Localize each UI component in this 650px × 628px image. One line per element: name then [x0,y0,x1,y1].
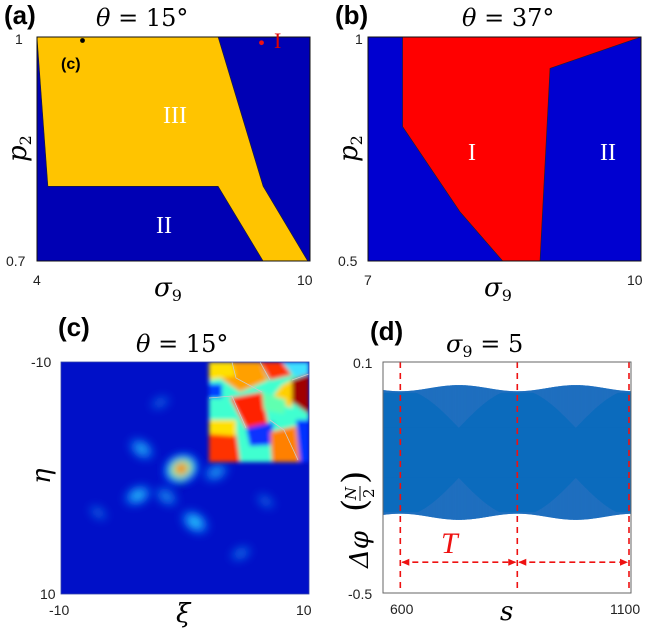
arrowhead [508,558,517,566]
panel-a-ytick-min: 0.7 [6,253,26,269]
panel-b-xlabel: σ9 [484,273,512,305]
arrowhead [518,558,527,566]
heatmap-blob [199,459,233,486]
panel-b-ytick-max: 1 [355,31,363,47]
panel-b-letter: (b) [335,0,368,30]
panel-a: (a) θ = 15° III II I (c) 1 0.7 4 10 σ9 p… [3,0,313,305]
panel-d-ylabel-paren-open: ( [335,499,375,512]
panel-c: (c) θ = 15° [27,312,312,628]
panel-c-title: θ = 15° [136,330,228,358]
panel-d-ylabel-den: 2 [360,488,378,498]
panel-b-xlabel-sub: 9 [502,286,512,305]
panel-a-title: θ = 15° [96,4,188,32]
arrowhead [401,558,410,566]
panel-d-ylabel-main: Δφ [345,530,375,569]
arrowhead [620,558,628,566]
point-c-marker [80,38,85,43]
panel-b-title-var: θ [462,4,477,32]
heatmap-blob [124,434,159,464]
panel-c-title-var: θ [136,330,151,358]
panel-d-xtick-min: 600 [390,601,414,617]
phase-inset [208,362,309,462]
heatmap-blob [226,541,256,565]
series-delta-phi [383,385,631,520]
panel-a-xlabel: σ9 [154,273,182,305]
panel-a-title-var: θ [96,4,111,32]
panel-a-xtick-max: 10 [297,272,313,288]
panel-d-title-rest: = 5 [473,330,524,358]
panel-c-frame [60,361,310,595]
panel-c-xlabel: ξ [176,599,192,628]
region-I-label: I [274,28,281,53]
panel-d-title-sub: 9 [462,342,472,361]
heatmap-blobs [84,391,280,565]
panel-a-xtick-min: 4 [33,272,41,288]
panel-a-xlabel-main: σ [154,273,173,303]
heatmap-blob [146,391,175,414]
panel-d-ylabel-paren-close: ) [335,471,375,484]
heatmap-blob [159,449,203,488]
signal-core-band [383,427,631,478]
panel-b-ylabel-main: p [334,145,364,162]
heatmap-blob [84,501,112,525]
point-I-marker [259,40,264,46]
panel-b-region-I-label: I [468,140,476,166]
panel-a-ylabel-sub: 2 [16,135,35,145]
period-T-label: T [441,527,460,560]
panel-c-ylabel: η [27,468,57,484]
heatmap-blob [177,506,213,538]
panel-d-title: σ9 = 5 [446,330,523,361]
panel-b-xlabel-main: σ [484,273,503,303]
heatmap-blob [252,489,280,513]
panel-a-ylabel-main: p [3,145,33,162]
panel-d-xlabel: s [500,597,513,627]
heatmap-blob [119,481,156,510]
panel-c-xtick-min: -10 [49,602,69,618]
panel-c-xtick-max: 10 [296,602,312,618]
panel-b: (b) θ = 37° I II 1 0.5 7 10 σ9 p2 [334,0,643,305]
panel-a-title-rest: = 15° [110,4,188,32]
panel-b-title: θ = 37° [462,4,554,32]
panel-b-xtick-max: 10 [627,272,643,288]
panel-c-ytick-min: -10 [31,354,51,370]
panel-d-xtick-max: 1100 [610,601,640,617]
panel-b-ylabel: p2 [334,135,366,162]
panel-b-ylabel-sub: 2 [347,135,366,145]
panel-a-xlabel-sub: 9 [172,286,182,305]
region-III-label: III [163,103,187,129]
panel-d-frame [382,361,632,594]
panel-b-title-rest: = 37° [476,4,554,32]
panel-c-ytick-max: 10 [40,586,56,602]
region-II-label: II [156,213,172,239]
panel-a-ylabel: p2 [3,135,35,162]
panel-b-frame [367,36,642,262]
heatmap-vortex-core [178,481,185,488]
panel-a-letter: (a) [4,0,36,30]
panel-b-region-II-label: II [600,140,616,166]
panel-d-title-var: σ [446,330,463,358]
panel-c-letter: (c) [58,312,90,342]
panel-c-title-rest: = 15° [150,330,228,358]
panel-c-heatmap [61,362,309,594]
panel-d-ytick-max: 0.1 [353,355,373,371]
panel-d-ylabel: Δφ ( N 2 ) [335,471,378,569]
panel-d: (d) σ9 = 5 T 0.1 -0.5 600 1100 s Δφ ( N … [335,316,640,627]
panel-a-ytick-max: 1 [15,31,23,47]
panel-d-ytick-min: -0.5 [348,586,372,602]
heatmap-blob [151,483,182,511]
panel-d-ylabel-num: N [342,486,360,501]
period-markers [399,362,630,593]
point-c-label: (c) [61,56,81,73]
panel-b-ytick-min: 0.5 [338,253,358,269]
panel-a-frame [36,36,311,262]
panel-b-xtick-min: 7 [364,272,372,288]
panel-d-letter: (d) [370,316,403,346]
